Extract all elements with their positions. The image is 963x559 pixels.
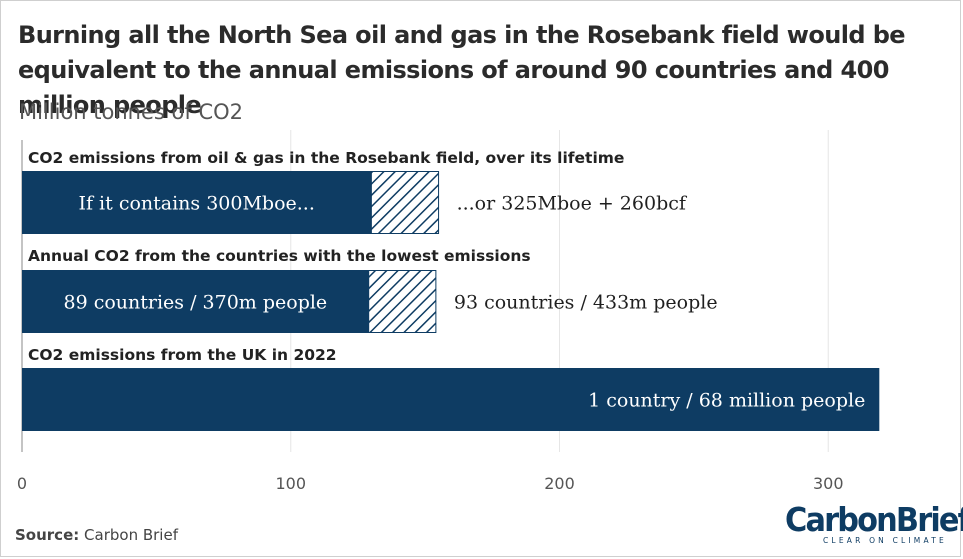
bar-hatched: [368, 270, 437, 333]
x-tick-label: 100: [275, 474, 306, 493]
group-label: Annual CO2 from the countries with the l…: [28, 247, 531, 265]
bar-hatched: [370, 171, 440, 234]
x-tick-label: 300: [813, 474, 844, 493]
solid-bar-label: 1 country / 68 million people: [588, 390, 865, 412]
hatched-bar-label: ...or 325Mboe + 260bcf: [457, 193, 688, 215]
logo-wordmark: CarbonBrief: [785, 500, 963, 539]
logo-tagline: CLEAR ON CLIMATE: [823, 536, 947, 545]
bar-solid: [22, 171, 372, 234]
group-label: CO2 emissions from oil & gas in the Rose…: [28, 149, 624, 167]
chart-title: Burning all the North Sea oil and gas in…: [18, 21, 906, 119]
carbon-brief-logo: CarbonBrief CLEAR ON CLIMATE: [785, 500, 963, 548]
x-tick-label: 200: [544, 474, 575, 493]
x-tick-label: 0: [17, 474, 27, 493]
source-label: Source:: [15, 526, 80, 544]
chart-subtitle: Million tonnes of CO2: [19, 100, 243, 124]
source-note: Source: Carbon Brief: [15, 526, 178, 544]
solid-bar-label: 89 countries / 370m people: [63, 292, 327, 314]
bar-solid: [22, 270, 369, 333]
source-text: Carbon Brief: [84, 526, 178, 544]
bar-solid: [22, 368, 880, 431]
hatched-bar-label: 93 countries / 433m people: [454, 292, 718, 314]
group-label: CO2 emissions from the UK in 2022: [28, 346, 337, 364]
solid-bar-label: If it contains 300Mboe...: [78, 193, 314, 215]
